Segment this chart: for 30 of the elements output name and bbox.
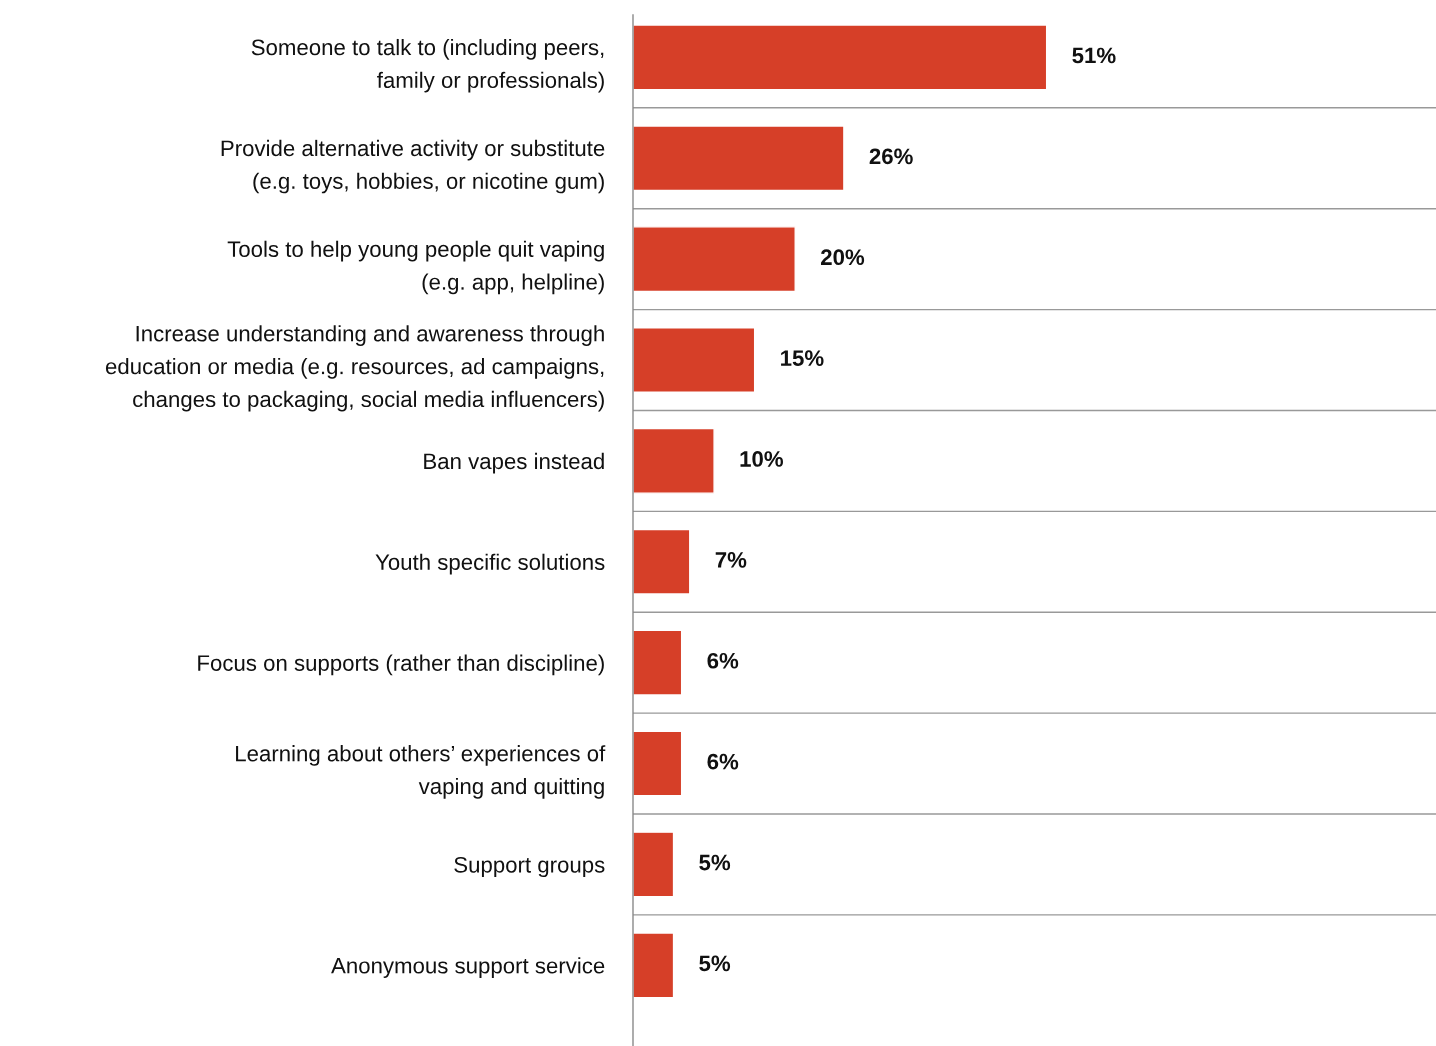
bar	[633, 125, 845, 192]
bar	[633, 730, 683, 797]
y-tick-label: Anonymous support service	[331, 957, 605, 978]
bar	[633, 831, 675, 898]
y-tick-label: Learning about others’ experiences of vaping and quitting	[236, 745, 606, 799]
data-label: 26%	[869, 148, 913, 165]
bar	[633, 528, 691, 595]
data-label: 6%	[707, 753, 739, 770]
y-tick-label: Increase understanding and awareness through education or media (e.g. resources, ad campaigns, changes to packaging, social media influencers)	[105, 325, 604, 412]
bar	[633, 629, 683, 696]
data-label: 5%	[699, 955, 731, 972]
y-tick-label: Ban vapes instead	[424, 452, 604, 474]
data-label: 5%	[699, 854, 731, 871]
y-tick-label: Support groups	[454, 856, 605, 878]
data-label: 6%	[707, 652, 739, 669]
data-label: 7%	[715, 552, 747, 568]
bar	[633, 327, 756, 393]
bar	[633, 226, 796, 293]
bar	[633, 932, 675, 999]
bar	[633, 24, 1048, 91]
data-label: 10%	[740, 451, 783, 467]
y-tick-label: Someone to talk to (including peers, family or professionals)	[251, 38, 604, 93]
y-tick-label: Focus on supports (rather than discipline)	[198, 654, 604, 676]
y-tick-label: Provide alternative activity or substitute (e.g. toys, hobbies, or nicotine gum)	[221, 139, 605, 194]
bar	[633, 427, 715, 494]
data-label: 15%	[781, 350, 824, 366]
data-label: 51%	[1072, 47, 1116, 64]
y-tick-label: Youth specific solutions	[375, 553, 605, 575]
y-tick-label: Tools to help young people quit vaping (e.g. app, helpline)	[227, 240, 604, 295]
data-label: 20%	[820, 249, 865, 266]
